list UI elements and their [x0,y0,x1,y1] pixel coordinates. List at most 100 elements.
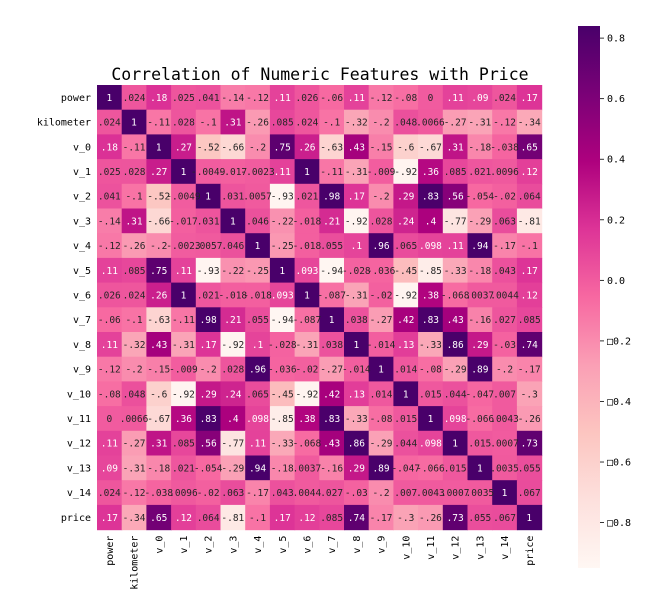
heatmap-cell-v_11-v_0 [146,406,172,432]
heatmap-cell-v_5-v_3 [220,257,246,284]
heatmap-cell-v_14-v_9 [368,480,394,506]
annotation-v_5-v_12: -.33 [444,266,467,277]
annotation-price-v_0: .65 [150,513,167,524]
heatmap-cell-v_4-v_6 [294,233,320,259]
heatmap-cell-v_0-v_7 [319,134,345,160]
annotation-v_3-v_2: .031 [197,216,220,227]
heatmap-cell-v_13-v_2 [195,455,222,481]
annotation-v_3-v_9: .028 [370,216,393,227]
annotation-v_14-v_11: .0043 [416,488,445,499]
annotation-v_2-kilometer: -.1 [125,192,142,203]
annotation-v_10-v_4: .065 [246,389,269,400]
annotation-v_9-v_11: -.08 [419,365,442,376]
chart-title: Correlation of Numeric Features with Pri… [111,65,528,84]
heatmap-cell-kilometer-price [516,109,543,135]
annotation-v_9-v_14: -.2 [496,365,513,376]
annotation-kilometer-v_12: -.27 [444,118,467,129]
heatmap-cell-v_3-kilometer [121,208,147,234]
heatmap-cell-v_3-v_6 [294,208,320,234]
y-tick-label-v_7: v_7 [73,315,91,326]
annotation-v_8-v_7: .038 [320,340,343,351]
heatmap-cell-power-v_8 [344,85,370,111]
annotation-price-v_5: .17 [274,513,291,524]
heatmap-cell-price-v_6 [294,504,320,531]
heatmap-cell-power-v_5 [269,85,296,111]
annotation-v_14-v_6: .0044 [293,488,322,499]
colorbar-tick-label: 0.2 [607,215,625,226]
heatmap-cell-price-v_5 [269,504,296,531]
heatmap-cell-kilometer-v_10 [393,109,419,135]
heatmap-cell-v_10-v_7 [319,381,345,407]
x-tick-label-v_13: v_13 [475,536,486,560]
heatmap-cell-v_12-v_1 [171,430,197,457]
heatmap-cell-v_7-v_11 [418,307,444,333]
annotation-v_5-v_3: -.22 [221,266,244,277]
annotation-v_3-v_7: .21 [323,216,340,227]
annotation-v_6-kilometer: .024 [123,290,146,301]
annotation-v_10-v_7: .42 [323,389,340,400]
annotation-v_8-v_9: -.014 [367,340,396,351]
heatmap-cell-v_5-v_1 [171,257,197,284]
annotation-v_6-power: .026 [98,290,121,301]
heatmap-cell-v_11-v_2 [195,406,222,432]
annotation-kilometer-v_3: .31 [224,118,241,129]
annotation-v_0-v_12: .31 [447,142,464,153]
annotation-v_2-v_10: .29 [397,192,414,203]
annotation-v_2-v_6: .021 [296,192,319,203]
annotation-v_10-power: -.08 [98,389,121,400]
annotation-v_5-v_7: -.94 [320,266,343,277]
annotation-v_13-v_12: .015 [444,463,467,474]
annotation-v_9-kilometer: -.2 [125,365,142,376]
annotation-v_6-v_13: .0037 [466,290,495,301]
heatmap-cell-v_7-v_2 [195,307,222,333]
heatmap-cell-v_12-v_4 [245,430,271,457]
heatmap-cell-v_1-v_3 [220,159,246,185]
heatmap-cell-v_8-v_0 [146,332,172,358]
heatmap-cell-power-v_11 [418,85,444,111]
heatmap-cell-v_6-kilometer [121,282,147,308]
annotation-v_5-v_10: -.45 [394,266,417,277]
annotation-v_13-power: .09 [101,463,118,474]
x-tick-label-v_9: v_9 [377,536,388,554]
annotation-v_8-v_4: .1 [252,340,264,351]
annotation-v_0-v_1: .27 [175,142,192,153]
heatmap-cell-v_11-v_14 [492,406,518,432]
heatmap-cell-v_3-v_4 [245,208,271,234]
annotation-kilometer-v_14: -.12 [493,118,516,129]
heatmap-cell-kilometer-kilometer [121,109,147,135]
heatmap-cell-v_3-v_8 [344,208,370,234]
heatmap-cell-v_14-v_6 [294,480,320,506]
annotation-v_11-v_8: -.33 [345,414,368,425]
annotation-v_14-price: .067 [518,488,541,499]
heatmap-cell-v_13-v_1 [171,455,197,481]
heatmap-cell-v_4-v_4 [245,233,271,259]
annotation-power-v_8: .11 [348,93,365,104]
heatmap-cell-v_0-v_9 [368,134,394,160]
annotation-v_11-v_11: 1 [428,414,434,425]
annotation-v_0-v_2: -.52 [197,142,220,153]
annotation-v_11-v_2: .83 [200,414,217,425]
annotation-v_10-v_10: 1 [403,389,409,400]
annotation-price-v_9: -.17 [370,513,393,524]
annotation-power-v_4: -.12 [246,93,269,104]
annotation-v_14-power: .024 [98,488,121,499]
heatmap-cell-v_8-v_9 [368,332,394,358]
annotation-v_10-v_14: .007 [493,389,516,400]
annotation-v_3-v_10: .24 [397,216,414,227]
heatmap-cell-v_0-v_8 [344,134,370,160]
x-tick-labels: power kilometer v_0 v_1 v_2 v_3 v_4 v_5 v_6 v_7 v_… [105,536,536,590]
annotation-v_9-v_12: -.29 [444,365,467,376]
annotation-v_7-v_4: .055 [246,315,269,326]
heatmap-cell-v_4-v_14 [492,233,518,259]
annotation-v_3-v_4: .046 [246,216,269,227]
annotation-v_7-v_10: .42 [397,315,414,326]
heatmap-cell-price-v_7 [319,504,345,531]
heatmap-cell-v_14-v_8 [344,480,370,506]
heatmap-cell-v_11-v_7 [319,406,345,432]
heatmap-cell-v_6-v_11 [418,282,444,308]
annotation-v_12-v_14: .0007 [490,439,519,450]
annotation-power-v_13: .09 [471,93,488,104]
heatmap-cell-v_13-v_0 [146,455,172,481]
heatmap-cell-v_5-kilometer [121,257,147,284]
